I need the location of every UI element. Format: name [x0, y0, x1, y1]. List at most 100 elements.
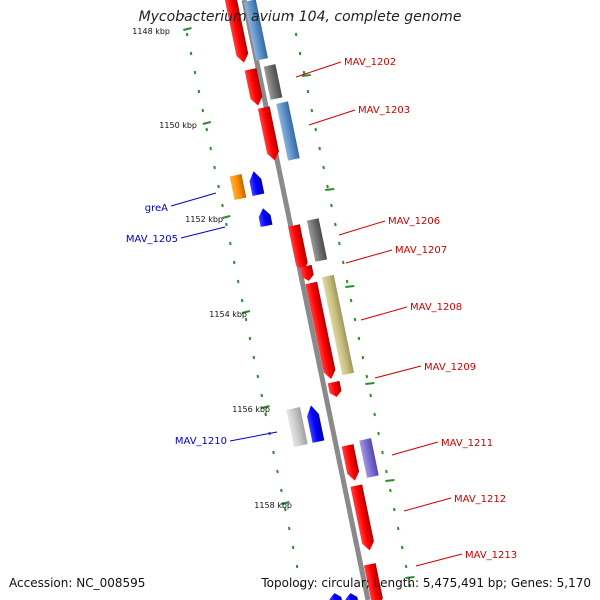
scale-dot-inner [217, 184, 220, 189]
gene-label-mav-1208[interactable]: MAV_1208 [410, 302, 462, 313]
leader-line-mav-1208 [360, 306, 408, 321]
scale-dot-outer [389, 488, 392, 493]
genome-backbone [241, 0, 371, 600]
scale-dot-inner [287, 526, 291, 531]
scale-dot-outer [408, 583, 412, 588]
gene-mav-1213[interactable] [363, 563, 384, 600]
leader-line-mav-1207 [345, 249, 393, 264]
gene-mav-1211[interactable] [341, 444, 361, 482]
scale-dot-outer [381, 450, 384, 455]
kbp-tick [261, 405, 270, 409]
scale-dot-outer [302, 70, 306, 75]
topology-summary: Topology: circular; Length: 5,475,491 bp… [261, 576, 591, 590]
category-bar-violet [359, 438, 379, 478]
scale-dot-inner [244, 317, 248, 322]
scale-dash-outer [325, 188, 335, 191]
scale-dot-outer [396, 526, 400, 531]
category-bar-grey-2 [306, 218, 328, 262]
gene-mav-1209[interactable] [327, 380, 343, 398]
gene-mav-1206[interactable] [288, 224, 309, 272]
leader-line-mav-1206 [338, 220, 386, 236]
kbp-tick [222, 215, 231, 219]
gene-mav-1202[interactable] [244, 68, 264, 107]
scale-dot-outer [306, 89, 310, 94]
scale-dot-outer [400, 545, 404, 550]
scale-dot-outer [377, 431, 380, 436]
scale-dot-outer [294, 32, 298, 37]
scale-dot-inner [252, 355, 256, 360]
scale-dot-inner [291, 545, 295, 550]
scale-dot-inner [295, 564, 299, 569]
gene-mav-1212[interactable] [350, 484, 375, 551]
scale-dash-outer [301, 74, 311, 77]
gene-mav-1201[interactable] [223, 0, 250, 64]
scale-dot-outer [318, 146, 321, 151]
gene-bottom-blue-2[interactable] [345, 592, 360, 600]
leader-line-mav-1213 [415, 553, 463, 567]
scale-dot-inner [299, 583, 303, 588]
scale-ticks [181, 13, 415, 588]
scale-dot-outer [330, 203, 333, 208]
scale-dot-inner [193, 70, 197, 75]
scale-dot-inner [284, 507, 287, 512]
scale-dot-outer [314, 127, 318, 132]
leader-line-mav-1210 [229, 431, 278, 442]
scale-dot-outer [385, 469, 388, 474]
scale-dot-outer [357, 336, 361, 341]
scale-dot-inner [225, 222, 228, 227]
scale-dot-outer [334, 222, 337, 227]
leader-line-mav-1212 [403, 497, 452, 512]
kbp-tick [241, 310, 251, 314]
leader-line-grea [170, 192, 217, 207]
scale-dot-outer [393, 507, 396, 512]
gene-label-grea[interactable]: greA [145, 203, 168, 214]
gene-bottom-blue-1[interactable] [329, 592, 344, 600]
leader-line-mav-1211 [391, 441, 439, 456]
scale-dot-inner [201, 108, 205, 113]
gene-grea[interactable] [248, 170, 265, 196]
gene-label-mav-1205[interactable]: MAV_1205 [126, 234, 178, 245]
scale-dot-inner [197, 89, 201, 94]
scale-dot-outer [338, 241, 341, 246]
category-bar-steel-1 [244, 0, 268, 61]
scale-dot-inner [272, 450, 275, 455]
gene-mav-1205[interactable] [257, 207, 273, 228]
scale-dot-outer [310, 108, 314, 113]
gene-label-mav-1206[interactable]: MAV_1206 [388, 216, 440, 227]
gene-label-mav-1207[interactable]: MAV_1207 [395, 245, 447, 256]
scale-dot-outer [373, 412, 376, 417]
gene-label-mav-1211[interactable]: MAV_1211 [441, 438, 493, 449]
leader-line-mav-1205 [180, 226, 226, 239]
scale-dot-outer [326, 184, 329, 189]
category-bar-light-grey [286, 406, 308, 448]
gene-label-mav-1212[interactable]: MAV_1212 [454, 494, 506, 505]
scale-dot-inner [264, 412, 267, 417]
scale-dot-inner [276, 469, 279, 474]
category-bar-olive [321, 274, 355, 376]
scale-dot-outer [404, 564, 408, 569]
scale-dot-outer [365, 374, 369, 379]
scale-dash-outer [345, 285, 355, 288]
gene-label-mav-1213[interactable]: MAV_1213 [465, 550, 517, 561]
gene-mav-1203[interactable] [257, 106, 281, 161]
scale-dot-outer [361, 355, 365, 360]
scale-dot-inner [256, 374, 260, 379]
gene-mav-1208[interactable] [305, 281, 337, 380]
kbp-label: 1158 kbp [254, 501, 292, 510]
gene-label-mav-1203[interactable]: MAV_1203 [358, 105, 410, 116]
kbp-label: 1156 kbp [232, 405, 270, 414]
scale-dot-inner [248, 336, 252, 341]
kbp-label: 1148 kbp [132, 27, 170, 36]
gene-mav-1207[interactable] [299, 264, 315, 282]
scale-dot-inner [236, 279, 240, 284]
scale-dot-inner [189, 51, 193, 56]
gene-label-mav-1210[interactable]: MAV_1210 [175, 436, 227, 447]
gene-label-mav-1209[interactable]: MAV_1209 [424, 362, 476, 373]
scale-dot-inner [221, 203, 224, 208]
scale-dot-inner [240, 298, 244, 303]
scale-dot-outer [341, 260, 345, 265]
gene-label-mav-1202[interactable]: MAV_1202 [344, 57, 396, 68]
accession-text: Accession: NC_008595 [9, 576, 146, 590]
gene-mav-1210[interactable] [305, 404, 325, 443]
